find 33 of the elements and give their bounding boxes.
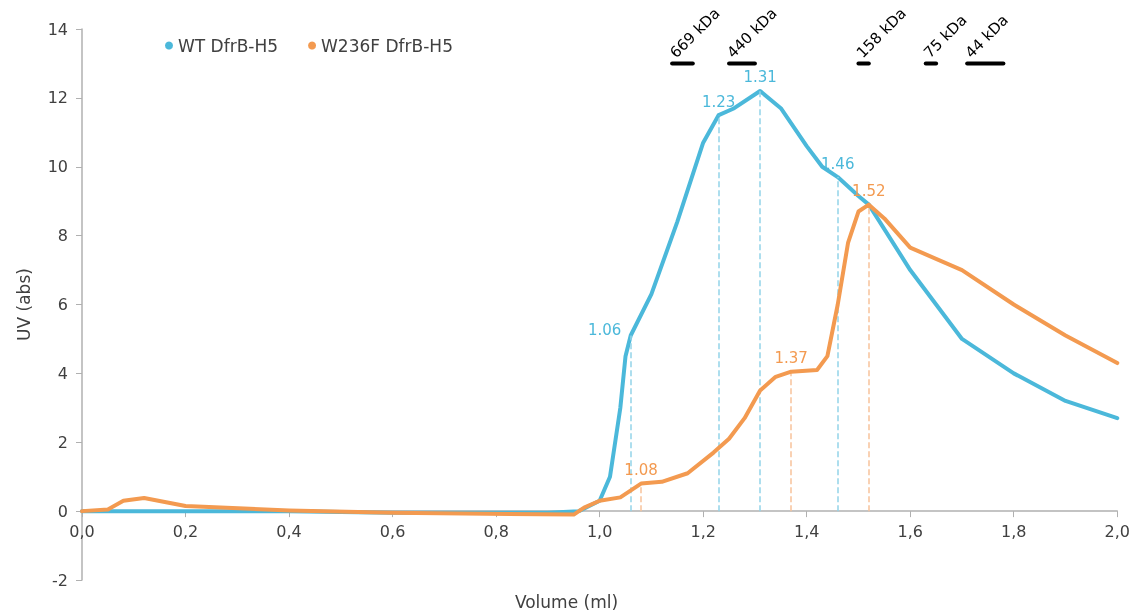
ref-line-label: 1.37 xyxy=(774,349,808,368)
y-tick-label: 10 xyxy=(47,157,68,177)
legend-label: W236F DfrB-H5 xyxy=(321,35,453,56)
y-tick-label: 2 xyxy=(57,432,68,452)
legend-label: WT DfrB-H5 xyxy=(178,35,279,56)
y-tick-label: 8 xyxy=(57,226,68,246)
x-tick-label: 0,0 xyxy=(69,521,95,541)
x-tick-label: 1,2 xyxy=(690,521,716,541)
ref-line-label: 1.52 xyxy=(852,182,886,201)
ref-line-label: 1.23 xyxy=(701,92,736,111)
ref-line-label: 1.31 xyxy=(743,68,777,87)
y-tick-label: 14 xyxy=(47,19,68,39)
x-tick-label: 1,8 xyxy=(1001,521,1027,541)
ref-line-label: 1.08 xyxy=(624,461,658,480)
x-axis-title: Volume (ml) xyxy=(514,591,619,610)
x-tick-label: 1,6 xyxy=(897,521,923,541)
x-tick-label: 0,4 xyxy=(276,521,302,541)
y-axis-title: UV (abs) xyxy=(13,268,34,341)
x-tick-label: 0,8 xyxy=(483,521,509,541)
y-tick-label: 0 xyxy=(57,501,68,521)
y-tick-label: 12 xyxy=(47,88,68,108)
ref-line-label: 1.06 xyxy=(587,320,622,339)
x-tick-label: 1,0 xyxy=(586,521,613,541)
x-tick-label: 0,6 xyxy=(379,521,406,541)
y-tick-label: -2 xyxy=(52,570,68,590)
x-tick-label: 0,2 xyxy=(172,521,199,541)
annotation: 158 kDa xyxy=(852,4,910,62)
annotation: 669 kDa xyxy=(666,4,724,62)
y-tick-label: 4 xyxy=(57,363,68,383)
x-tick-label: 1,4 xyxy=(793,521,820,541)
annotation: 440 kDa xyxy=(723,4,781,62)
y-tick-label: 6 xyxy=(57,295,68,314)
x-tick-label: 2,0 xyxy=(1104,521,1130,541)
